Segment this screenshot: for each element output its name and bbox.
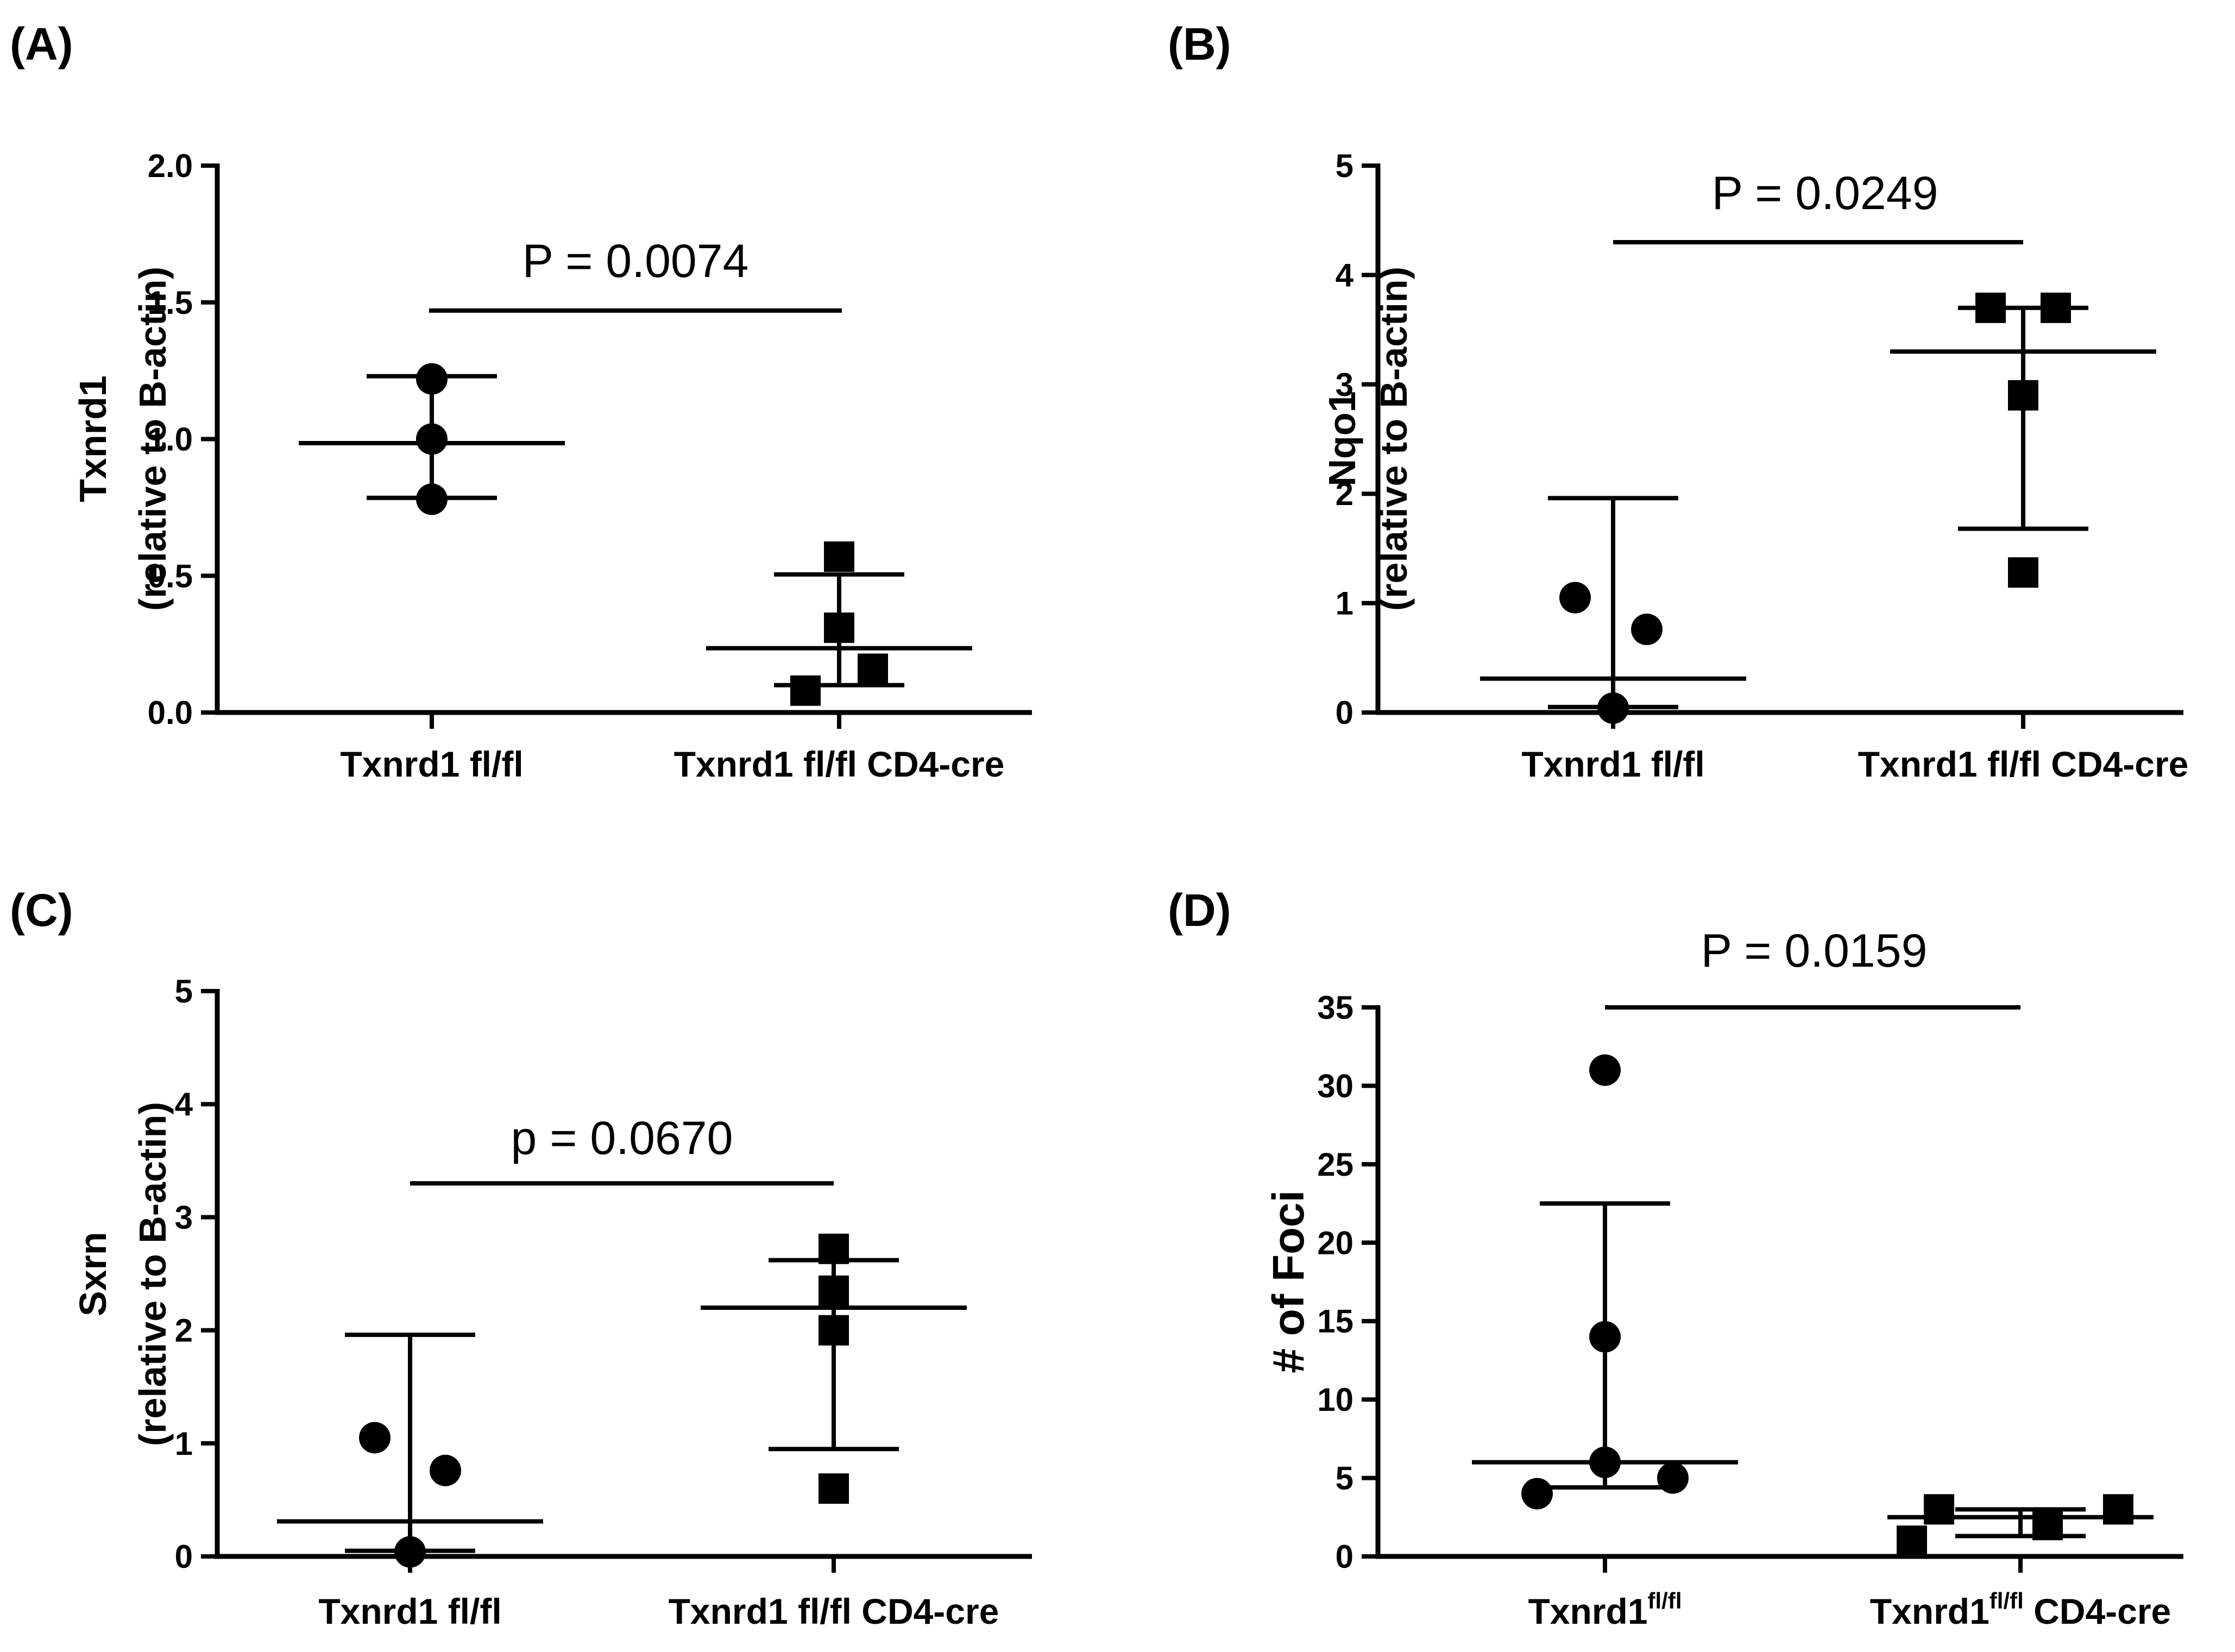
y-tick-label: 2 xyxy=(175,1313,193,1349)
data-point xyxy=(1559,582,1591,614)
x-category-label: Txnrd1 fl/fl xyxy=(340,744,523,784)
y-tick-label: 1.0 xyxy=(148,421,193,458)
data-point xyxy=(394,1536,426,1568)
data-point xyxy=(819,1233,849,1264)
data-point xyxy=(824,541,854,572)
y-tick-label: 1 xyxy=(1336,585,1353,622)
y-tick-label: 35 xyxy=(1317,989,1353,1026)
y-tick-label: 3 xyxy=(175,1199,193,1235)
data-point xyxy=(2103,1494,2133,1525)
p-value-label: p = 0.0670 xyxy=(511,1112,733,1164)
x-category-label: Txnrd1 fl/fl CD4-cre xyxy=(669,1591,999,1631)
data-point xyxy=(1657,1462,1689,1494)
panel-label: (C) xyxy=(10,885,73,936)
x-category-label: Txnrd1 fl/fl CD4-cre xyxy=(674,744,1005,784)
data-point xyxy=(824,612,854,643)
data-point xyxy=(790,675,821,706)
data-point xyxy=(416,423,448,455)
panel-3: (D) 0 5 10 15 20 25 30 35 Txnrd1fl/fl Txnrd1fl/fl … xyxy=(1168,885,2183,1631)
y-axis-label: Nqo1 xyxy=(1321,392,1363,487)
y-tick-label: 1 xyxy=(175,1426,193,1462)
data-point xyxy=(2008,557,2038,588)
series-1 xyxy=(706,541,972,706)
y-axis-label: Sxrn xyxy=(72,1232,114,1316)
y-tick-label: 5 xyxy=(1336,148,1353,184)
data-point xyxy=(416,363,448,395)
y-tick-label: 25 xyxy=(1317,1146,1353,1183)
x-category-label: Txnrd1 fl/fl CD4-cre xyxy=(1858,744,2189,784)
y-tick-label: 0.0 xyxy=(148,695,193,731)
y-tick-label: 5 xyxy=(175,973,193,1010)
data-point xyxy=(858,653,888,684)
p-value-label: P = 0.0249 xyxy=(1712,167,1938,219)
y-axis-label: (relative to B-actin) xyxy=(131,1102,174,1446)
data-point xyxy=(819,1315,849,1346)
series-1 xyxy=(701,1233,967,1504)
panel-1: (B) 0 1 2 3 4 5 Txnrd1 fl/fl Txnrd1 fl/fl CD4-cr… xyxy=(1168,18,2188,784)
panel-label: (D) xyxy=(1168,885,1231,936)
panel-label: (A) xyxy=(10,18,73,70)
x-category-label: Txnrd1fl/fl CD4-cre xyxy=(1870,1588,2171,1631)
data-point xyxy=(819,1473,849,1504)
y-axis-label: (relative to B-actin) xyxy=(1373,267,1415,611)
series-0 xyxy=(1480,496,1746,724)
data-point xyxy=(1897,1525,1927,1556)
x-category-label: Txnrd1 fl/fl xyxy=(318,1591,501,1631)
y-axis-label: Txnrd1 xyxy=(72,375,114,502)
y-tick-label: 3 xyxy=(1336,367,1353,403)
p-value-label: P = 0.0074 xyxy=(522,235,749,287)
y-tick-label: 5 xyxy=(1336,1460,1353,1497)
y-tick-label: 0 xyxy=(1336,695,1353,731)
y-tick-label: 4 xyxy=(175,1086,193,1123)
y-tick-label: 15 xyxy=(1317,1303,1353,1340)
series-1 xyxy=(1887,1494,2154,1556)
y-axis-label: (relative to B-actin) xyxy=(131,267,174,611)
data-point xyxy=(2032,1510,2063,1541)
y-tick-label: 2 xyxy=(1336,476,1353,512)
data-point xyxy=(1975,292,2006,323)
x-category-label: Txnrd1fl/fl xyxy=(1528,1588,1682,1631)
data-point xyxy=(2008,380,2038,411)
data-point xyxy=(1589,1321,1621,1353)
data-point xyxy=(2041,292,2071,323)
data-point xyxy=(1521,1478,1553,1510)
data-point xyxy=(1597,692,1629,724)
data-point xyxy=(1589,1446,1621,1478)
y-tick-label: 30 xyxy=(1317,1068,1353,1104)
y-tick-label: 0 xyxy=(1336,1538,1353,1575)
panel-2: (C) 0 1 2 3 4 5 Txnrd1 fl/fl Txnrd1 fl/fl CD4-cr… xyxy=(10,885,1032,1631)
series-0 xyxy=(1472,1054,1738,1510)
series-1 xyxy=(1890,292,2156,588)
x-category-label: Txnrd1 fl/fl xyxy=(1521,744,1704,784)
data-point xyxy=(1631,613,1663,645)
data-point xyxy=(1924,1494,1954,1525)
data-point xyxy=(416,483,448,515)
data-point xyxy=(1589,1054,1621,1086)
y-tick-label: 2.0 xyxy=(148,148,193,184)
series-0 xyxy=(299,363,565,515)
y-tick-label: 1.5 xyxy=(148,285,193,321)
panel-label: (B) xyxy=(1168,18,1231,70)
y-axis-label: # of Foci xyxy=(1264,1190,1313,1373)
series-0 xyxy=(277,1332,543,1568)
data-point xyxy=(359,1422,391,1454)
data-point xyxy=(819,1275,849,1306)
y-tick-label: 4 xyxy=(1336,257,1354,293)
y-tick-label: 0.5 xyxy=(148,558,193,594)
panel-0: (A) 0.0 0.5 1.0 1.5 2.0 Txnrd1 fl/fl Txnrd1 fl/… xyxy=(10,18,1032,784)
p-value-label: P = 0.0159 xyxy=(1701,925,1928,977)
y-tick-label: 0 xyxy=(175,1538,193,1575)
y-tick-label: 10 xyxy=(1317,1382,1353,1418)
y-tick-label: 20 xyxy=(1317,1225,1353,1261)
data-point xyxy=(430,1454,461,1486)
